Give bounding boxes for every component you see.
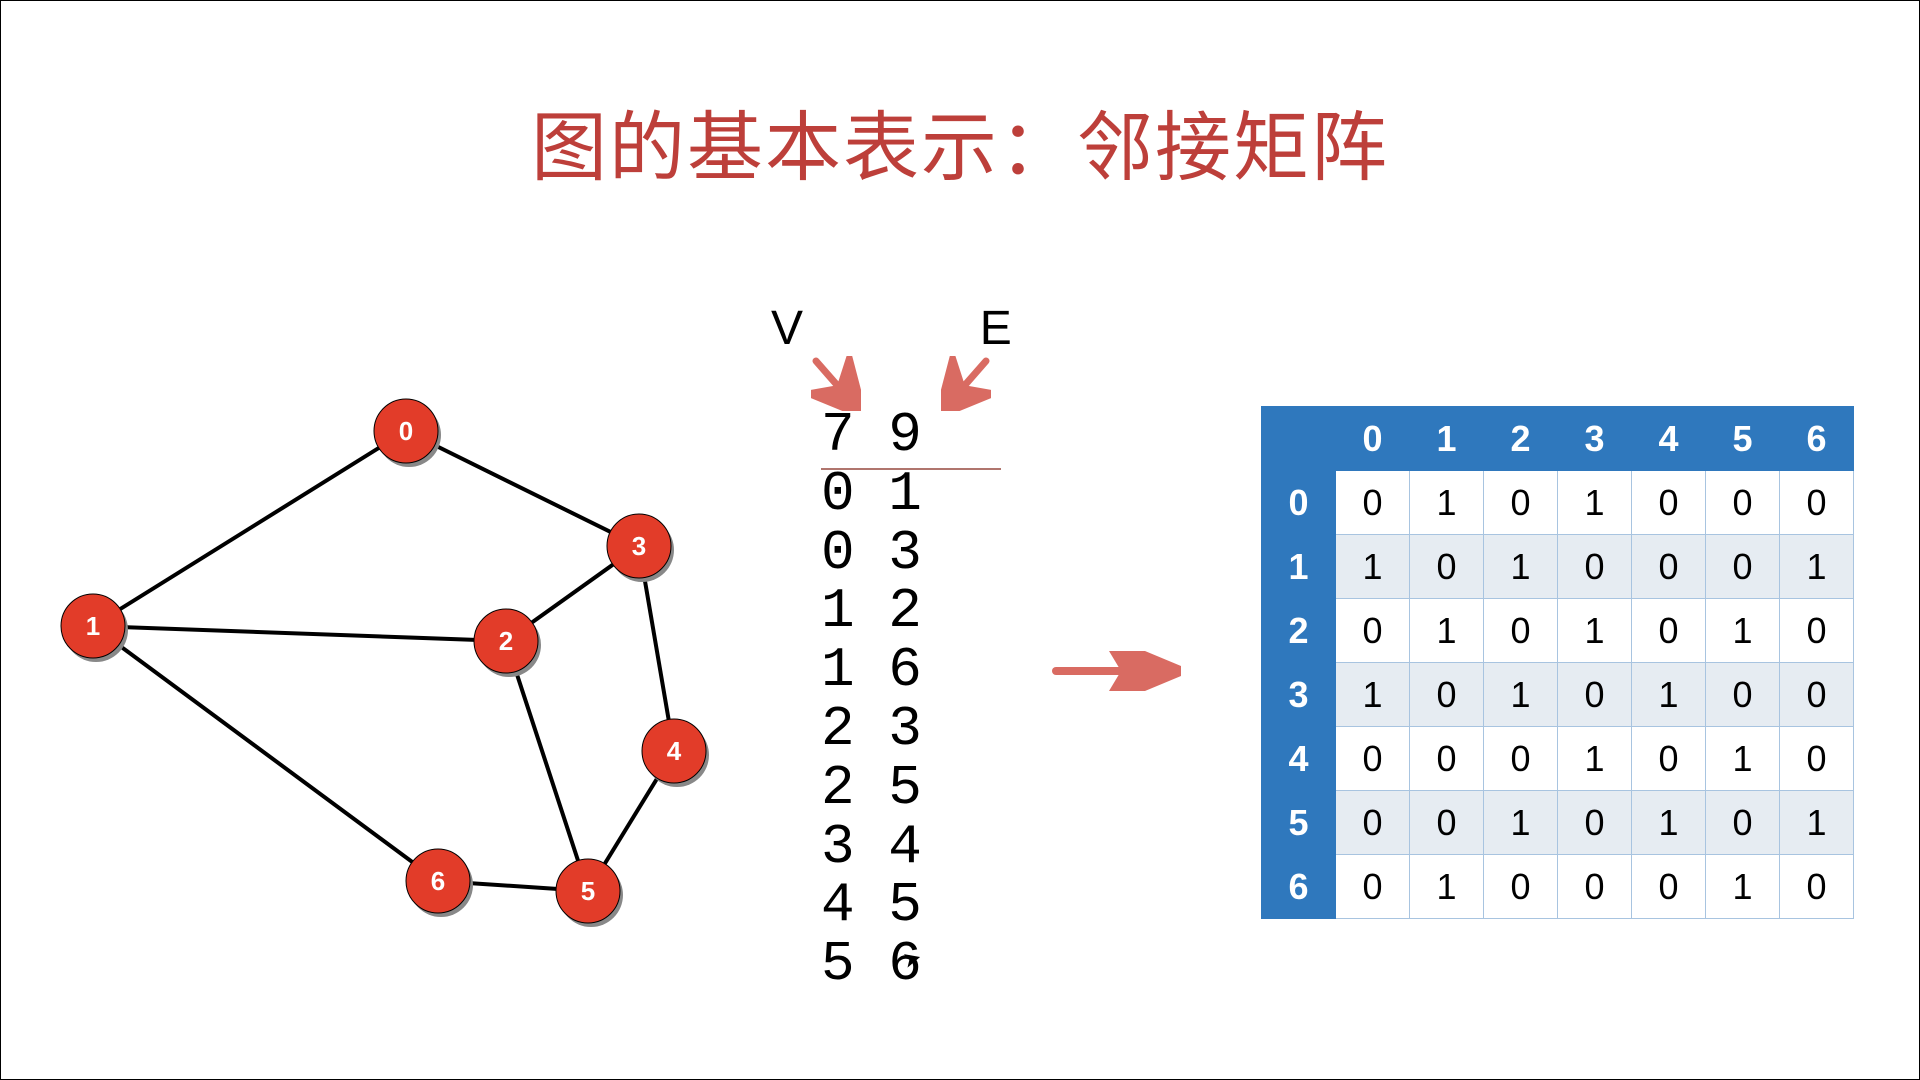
matrix-cell: 0 xyxy=(1632,855,1706,919)
matrix-cell: 0 xyxy=(1410,791,1484,855)
matrix-row-header: 0 xyxy=(1262,471,1336,535)
matrix-cell: 0 xyxy=(1336,855,1410,919)
graph-node-label: 5 xyxy=(581,876,595,906)
matrix-cell: 1 xyxy=(1706,727,1780,791)
matrix-cell: 1 xyxy=(1484,535,1558,599)
matrix-cell: 1 xyxy=(1410,471,1484,535)
matrix-col-header: 2 xyxy=(1484,407,1558,471)
edge-list-row: 1 6 xyxy=(821,641,922,700)
matrix-cell: 1 xyxy=(1558,471,1632,535)
graph-node-label: 0 xyxy=(399,416,413,446)
matrix-cell: 1 xyxy=(1632,791,1706,855)
matrix-cell: 1 xyxy=(1410,599,1484,663)
matrix-cell: 0 xyxy=(1484,727,1558,791)
matrix-cell: 0 xyxy=(1632,535,1706,599)
matrix-cell: 1 xyxy=(1632,663,1706,727)
matrix-cell: 0 xyxy=(1632,599,1706,663)
graph-network: 0 1 2 3 4 5 6 xyxy=(41,381,761,951)
arrow-right-icon xyxy=(1051,651,1181,691)
matrix-cell: 0 xyxy=(1780,855,1854,919)
matrix-cell: 0 xyxy=(1558,791,1632,855)
graph-node-label: 1 xyxy=(86,611,100,641)
matrix-row-header: 6 xyxy=(1262,855,1336,919)
matrix-cell: 1 xyxy=(1484,791,1558,855)
matrix-cell: 1 xyxy=(1780,791,1854,855)
graph-node-label: 3 xyxy=(632,531,646,561)
matrix-cell: 0 xyxy=(1632,727,1706,791)
matrix-cell: 1 xyxy=(1410,855,1484,919)
edge-list-row: 1 2 xyxy=(821,582,922,641)
matrix-col-header: 3 xyxy=(1558,407,1632,471)
matrix-cell: 0 xyxy=(1410,663,1484,727)
matrix-col-header: 4 xyxy=(1632,407,1706,471)
e-label: E xyxy=(980,301,1012,356)
matrix-cell: 1 xyxy=(1336,663,1410,727)
matrix-cell: 0 xyxy=(1484,599,1558,663)
graph-edge xyxy=(93,626,438,881)
matrix-row-header: 1 xyxy=(1262,535,1336,599)
edge-list-row: 3 4 xyxy=(821,818,922,877)
matrix-cell: 0 xyxy=(1558,535,1632,599)
matrix-cell: 1 xyxy=(1484,663,1558,727)
matrix-corner xyxy=(1262,407,1336,471)
edge-list-row: 4 5 xyxy=(821,876,922,935)
v-label: V xyxy=(771,301,803,356)
matrix-cell: 0 xyxy=(1780,471,1854,535)
graph-edge xyxy=(93,626,506,641)
edge-list-row: 0 1 xyxy=(821,465,922,524)
matrix-cell: 0 xyxy=(1336,727,1410,791)
edge-list: 7 90 10 31 21 62 32 53 44 55 6 xyxy=(821,406,922,994)
matrix-col-header: 5 xyxy=(1706,407,1780,471)
matrix-cell: 1 xyxy=(1780,535,1854,599)
edge-list-row: 2 5 xyxy=(821,759,922,818)
matrix-cell: 0 xyxy=(1706,791,1780,855)
matrix-row-header: 4 xyxy=(1262,727,1336,791)
matrix-cell: 0 xyxy=(1410,535,1484,599)
matrix-cell: 1 xyxy=(1558,727,1632,791)
matrix-cell: 0 xyxy=(1484,855,1558,919)
graph-node-label: 4 xyxy=(667,736,682,766)
matrix-cell: 1 xyxy=(1558,599,1632,663)
matrix-cell: 0 xyxy=(1632,471,1706,535)
matrix-cell: 0 xyxy=(1780,727,1854,791)
e-arrow-icon xyxy=(941,356,991,411)
graph-edge xyxy=(506,641,588,891)
matrix-col-header: 0 xyxy=(1336,407,1410,471)
matrix-cell: 0 xyxy=(1706,471,1780,535)
graph-node-label: 6 xyxy=(431,866,445,896)
matrix-cell: 0 xyxy=(1780,599,1854,663)
matrix-cell: 0 xyxy=(1706,663,1780,727)
slide-container: 图的基本表示：邻接矩阵 0123456 V E 7 90 10 31 21 62… xyxy=(0,0,1920,1080)
matrix-cell: 0 xyxy=(1780,663,1854,727)
matrix-row-header: 2 xyxy=(1262,599,1336,663)
graph-edge xyxy=(93,431,406,626)
matrix-cell: 0 xyxy=(1336,599,1410,663)
matrix-cell: 0 xyxy=(1706,535,1780,599)
edge-list-underline xyxy=(821,468,1001,470)
matrix-row-header: 3 xyxy=(1262,663,1336,727)
matrix-cell: 0 xyxy=(1336,791,1410,855)
adjacency-matrix: 0123456001010001101000120101010310101004… xyxy=(1261,406,1854,919)
edge-list-row: 0 3 xyxy=(821,524,922,583)
matrix-col-header: 6 xyxy=(1780,407,1854,471)
edge-list-row: 7 9 xyxy=(821,406,922,465)
matrix-cell: 0 xyxy=(1410,727,1484,791)
matrix-cell: 0 xyxy=(1484,471,1558,535)
slide-title: 图的基本表示：邻接矩阵 xyxy=(1,86,1919,196)
matrix-cell: 1 xyxy=(1336,535,1410,599)
edge-list-row: 2 3 xyxy=(821,700,922,759)
matrix-cell: 0 xyxy=(1558,663,1632,727)
matrix-cell: 1 xyxy=(1706,855,1780,919)
matrix-cell: 0 xyxy=(1558,855,1632,919)
graph-edge xyxy=(406,431,639,546)
graph-node-label: 2 xyxy=(499,626,513,656)
matrix-col-header: 1 xyxy=(1410,407,1484,471)
matrix-cell: 1 xyxy=(1706,599,1780,663)
ve-labels: V E xyxy=(771,301,1012,356)
matrix-row-header: 5 xyxy=(1262,791,1336,855)
matrix-cell: 0 xyxy=(1336,471,1410,535)
